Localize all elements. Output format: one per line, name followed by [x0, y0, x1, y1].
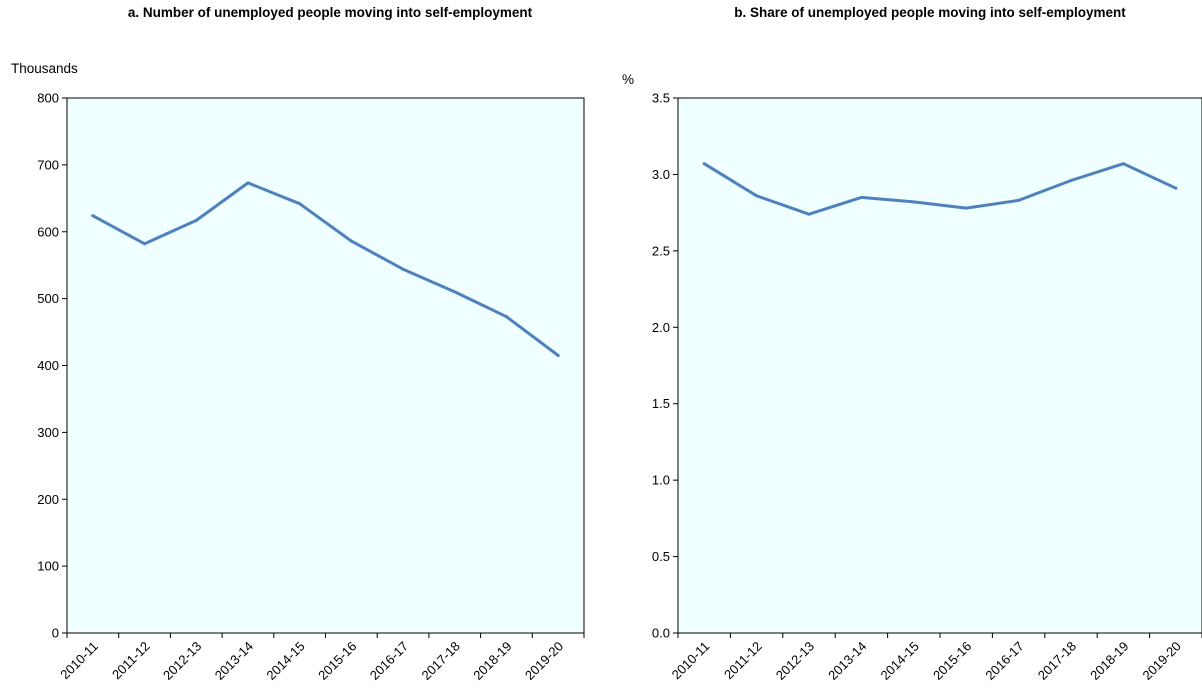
chart-b-y-tick-label: 2.0 — [652, 320, 670, 335]
chart-a-y-axis-label: Thousands — [11, 61, 78, 76]
chart-b-data-point — [807, 212, 811, 216]
chart-b-y-tick-label: 0.0 — [652, 626, 670, 641]
chart-a-data-point — [504, 315, 508, 319]
chart-a-x-tick-label: 2012-13 — [160, 639, 204, 683]
chart-b-data-point — [912, 200, 916, 204]
chart-b-data-point — [755, 194, 759, 198]
chart-a-plot-area — [66, 97, 585, 634]
chart-b-y-tick-label: 3.0 — [652, 167, 670, 182]
chart-b-x-tick-label: 2013-14 — [825, 639, 869, 683]
chart-a-x-tick-label: 2014-15 — [263, 639, 307, 683]
chart-a-y-tick-label: 500 — [37, 291, 59, 306]
chart-a-data-point — [91, 214, 95, 218]
chart-b-data-point — [702, 162, 706, 166]
chart-a-x-tick-label: 2013-14 — [212, 639, 256, 683]
chart-a-data-point — [194, 218, 198, 222]
chart-b-x-tick-label: 2018-19 — [1087, 639, 1131, 683]
chart-a-y-tick-label: 700 — [37, 157, 59, 172]
chart-a-data-point — [349, 239, 353, 243]
chart-b-data-point — [859, 195, 863, 199]
chart-a-x-tick-label: 2019-20 — [522, 639, 566, 683]
chart-a-x-tick-label: 2010-11 — [57, 639, 101, 683]
chart-b-y-tick-label: 2.5 — [652, 243, 670, 258]
chart-a-y-tick-label: 400 — [37, 358, 59, 373]
chart-b-x-tick-label: 2016-17 — [982, 639, 1026, 683]
chart-b-data-point — [1017, 198, 1021, 202]
chart-a-data-point — [401, 267, 405, 271]
chart-a-y-tick-label: 600 — [37, 224, 59, 239]
chart-b-y-tick-label: 1.0 — [652, 473, 670, 488]
chart-a-data-point — [453, 290, 457, 294]
chart-a-data-point — [556, 353, 560, 357]
chart-a-y-tick-label: 200 — [37, 492, 59, 507]
chart-a-x-tick-label: 2018-19 — [470, 639, 514, 683]
chart-b-x-tick-label: 2011-12 — [721, 639, 765, 683]
chart-a-y-tick-label: 800 — [37, 91, 59, 106]
chart-b-data-point — [1069, 179, 1073, 183]
chart-a-data-point — [143, 242, 147, 246]
chart-a-title: a. Number of unemployed people moving in… — [127, 5, 533, 20]
chart-b-plot-area — [677, 97, 1202, 634]
chart-b-x-tick-label: 2010-11 — [669, 639, 713, 683]
chart-a-x-tick-label: 2016-17 — [367, 639, 411, 683]
chart-a-x-tick-label: 2017-18 — [419, 639, 463, 683]
chart-b-x-tick-label: 2014-15 — [878, 639, 922, 683]
chart-b-data-point — [1121, 162, 1125, 166]
chart-b-y-axis-label: % — [622, 72, 635, 87]
chart-b-x-tick-label: 2017-18 — [1035, 639, 1079, 683]
chart-a-data-point — [298, 202, 302, 206]
chart-a-y-tick-label: 100 — [37, 559, 59, 574]
chart-b-y-tick-label: 3.5 — [652, 91, 670, 106]
chart-a-y-tick-label: 300 — [37, 425, 59, 440]
chart-b-x-tick-label: 2019-20 — [1140, 639, 1184, 683]
chart-a-series-line — [91, 181, 560, 357]
chart-a-y-tick-label: 0 — [52, 626, 59, 641]
chart-b-data-point — [964, 206, 968, 210]
chart-b-x-tick-label: 2015-16 — [930, 639, 974, 683]
chart-b-y-tick-label: 1.5 — [652, 396, 670, 411]
chart-b-data-point — [1174, 186, 1178, 190]
chart-b-x-tick-label: 2012-13 — [773, 639, 817, 683]
chart-a-x-tick-label: 2011-12 — [109, 639, 153, 683]
chart-b-y-tick-label: 0.5 — [652, 549, 670, 564]
chart-a-x-tick-label: 2015-16 — [315, 639, 359, 683]
chart-b-series-line — [702, 162, 1178, 216]
chart-b-title: b. Share of unemployed people moving int… — [734, 5, 1126, 20]
chart-a-data-point — [246, 181, 250, 185]
